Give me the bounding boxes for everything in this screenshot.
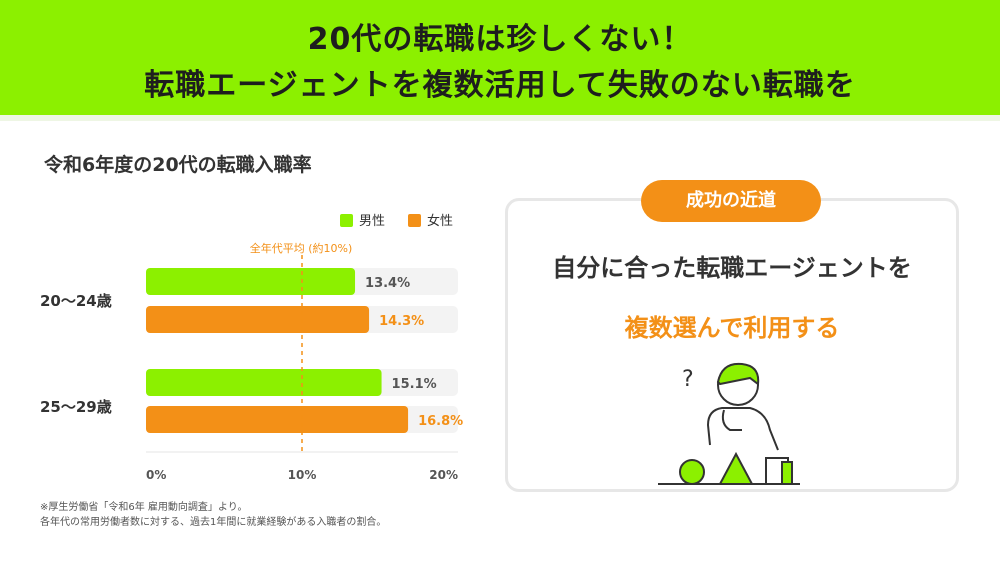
data-label: 14.3% [379,314,424,329]
question-mark-icon: ? [682,367,694,392]
x-tick-label: 0% [146,468,166,482]
bar-female-0 [146,306,370,333]
category-label-25-29: 25〜29歳 [40,398,112,416]
tip-line-1: 自分に合った転職エージェントを [552,254,912,282]
footnote-source: ※厚生労働省「令和6年 雇用動向調査」より。 [40,502,248,513]
bar-male-0 [146,268,356,295]
tip-badge: 成功の近道 [641,180,821,222]
tip-card [505,198,959,492]
data-label: 16.8% [418,414,463,429]
bar-female-1 [146,406,409,433]
bar-chart: 13.4% 14.3% 15.1% 16.8% 0% 10% 20% [146,255,463,482]
chart-title: 令和6年度の20代の転職入職率 [44,154,312,176]
x-tick-label: 20% [429,468,458,482]
headline-line-1: 20代の転職は珍しくない！ [307,22,693,57]
x-tick-label: 10% [288,468,317,482]
data-label: 15.1% [392,377,437,392]
legend-male-swatch [340,214,353,227]
category-label-20-24: 20〜24歳 [40,292,112,310]
thinking-person-illustration: ? [658,362,800,485]
legend-male: 男性 [340,210,385,229]
bar-male-1 [146,369,382,396]
footnote-definition: 各年代の常用労働者数に対する、過去1年間に就業経験がある入職者の割合。 [40,517,387,528]
legend-female: 女性 [408,210,453,229]
headline-line-2: 転職エージェントを複数活用して失敗のない転職を [144,68,856,103]
header-divider [0,115,1000,121]
legend-female-label: 女性 [427,214,454,229]
legend-male-label: 男性 [359,214,386,229]
tip-line-2: 複数選んで利用する [624,314,840,342]
legend-female-swatch [408,214,421,227]
average-line-label: 全年代平均 (約10%) [249,242,353,255]
header-banner [0,0,1000,115]
data-label: 13.4% [365,276,410,291]
